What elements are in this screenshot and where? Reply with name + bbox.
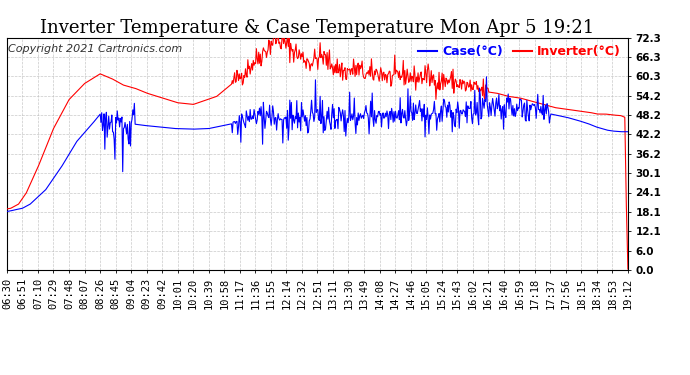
Title: Inverter Temperature & Case Temperature Mon Apr 5 19:21: Inverter Temperature & Case Temperature … bbox=[40, 20, 595, 38]
Text: Copyright 2021 Cartronics.com: Copyright 2021 Cartronics.com bbox=[8, 45, 181, 54]
Legend: Case(°C), Inverter(°C): Case(°C), Inverter(°C) bbox=[413, 40, 625, 63]
